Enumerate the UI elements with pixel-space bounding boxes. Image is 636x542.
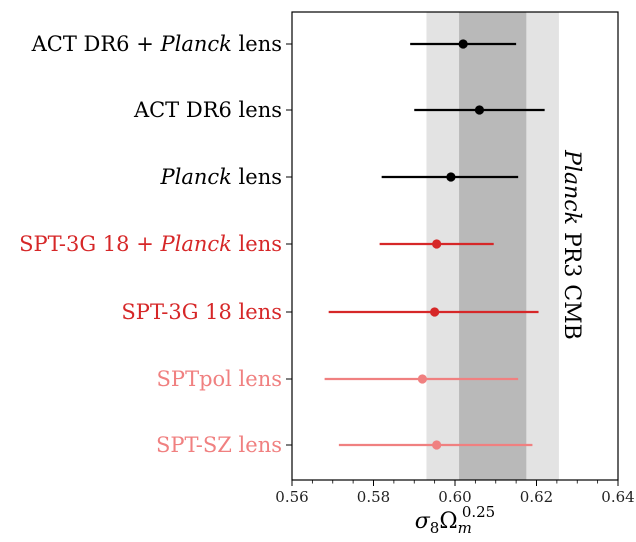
data-point	[474, 105, 485, 115]
row-label: SPT-3G 18 lens	[121, 300, 282, 324]
series-row: SPT-3G 18 + Planck lens	[19, 232, 494, 256]
series-row: ACT DR6 + Planck lens	[31, 32, 517, 56]
row-label: SPTpol lens	[157, 367, 282, 391]
series-group: ACT DR6 + Planck lens ACT DR6 lens Planck …	[19, 32, 545, 457]
x-axis-title: σ8Ωm0.25	[415, 503, 495, 537]
row-label-part: Planck	[159, 165, 231, 189]
row-label-part: lens	[232, 232, 282, 256]
axis-title-sup: 0.25	[462, 503, 495, 521]
row-label-part: Planck	[159, 32, 231, 56]
axis-title-sigma: σ	[415, 509, 431, 534]
row-label-part: lens	[232, 32, 282, 56]
row-label-part: ACT DR6 +	[31, 32, 161, 56]
band-label-italic: Planck	[559, 149, 584, 225]
row-label-part: SPT-SZ lens	[156, 433, 282, 457]
row-label-part: ACT DR6 lens	[133, 98, 282, 122]
x-axis: 0.56 0.58 0.60 0.62 0.64	[275, 480, 635, 506]
data-point	[430, 307, 440, 317]
band-label: Planck PR3 CMB	[559, 149, 584, 340]
row-label: Planck lens	[159, 165, 282, 189]
x-tick-label: 0.62	[520, 488, 553, 506]
data-point	[432, 239, 442, 249]
data-point	[458, 39, 468, 49]
series-row: Planck lens	[159, 165, 519, 189]
row-label-part: Planck	[159, 232, 231, 256]
data-point	[417, 374, 427, 384]
series-row: SPT-3G 18 lens	[121, 300, 539, 324]
data-point	[432, 440, 442, 450]
row-label: ACT DR6 lens	[133, 98, 282, 122]
series-row: SPTpol lens	[157, 367, 519, 391]
series-row: ACT DR6 lens	[133, 98, 545, 122]
row-label: SPT-3G 18 + Planck lens	[19, 232, 282, 256]
row-label-part: lens	[232, 165, 282, 189]
x-tick-label: 0.64	[601, 488, 634, 506]
x-tick-label: 0.60	[438, 488, 471, 506]
row-label: ACT DR6 + Planck lens	[31, 32, 282, 56]
row-label-part: SPT-3G 18 lens	[121, 300, 282, 324]
row-label-part: SPT-3G 18 +	[19, 232, 160, 256]
data-point	[446, 172, 456, 182]
planck-band	[426, 12, 559, 480]
axis-title-omega: Ω	[439, 509, 457, 534]
x-tick-label: 0.56	[275, 488, 308, 506]
series-row: SPT-SZ lens	[156, 433, 533, 457]
x-tick-label: 0.58	[357, 488, 390, 506]
band-inner	[459, 12, 527, 480]
row-label-part: SPTpol lens	[157, 367, 282, 391]
band-label-rest: PR3 CMB	[559, 225, 584, 340]
axis-title-sub1: 8	[430, 519, 440, 537]
axis-title-sub2: m	[458, 519, 472, 537]
row-label: SPT-SZ lens	[156, 433, 282, 457]
